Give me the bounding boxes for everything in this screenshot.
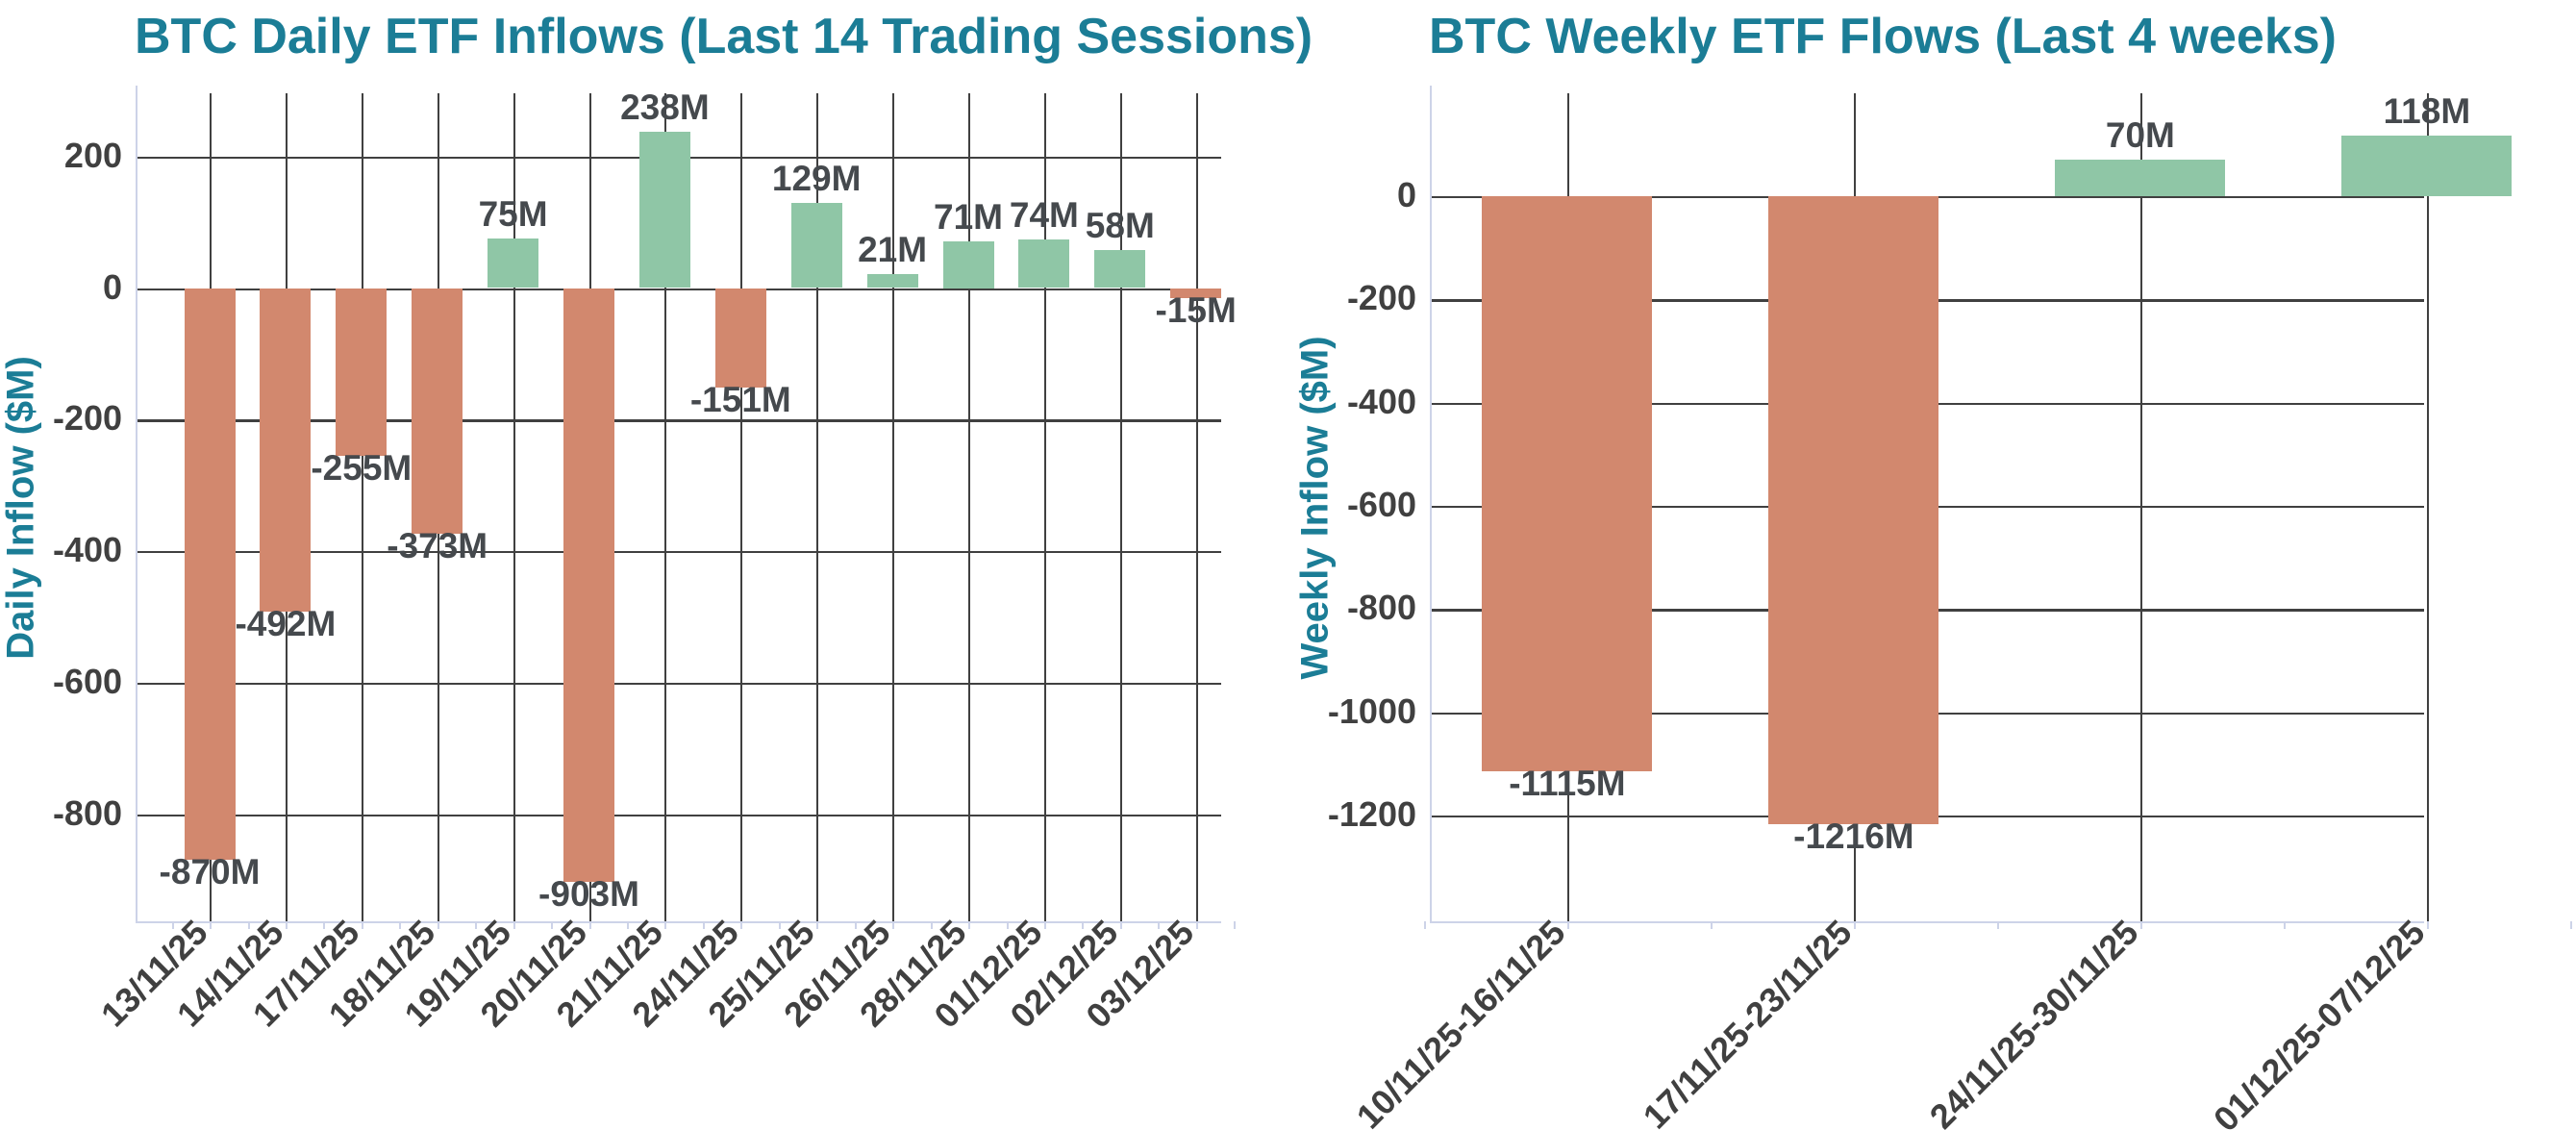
svg-text:17/11/25-23/11/25: 17/11/25-23/11/25 xyxy=(1636,913,1860,1130)
svg-text:14/11/25: 14/11/25 xyxy=(169,913,291,1035)
svg-text:24/11/25-30/11/25: 24/11/25-30/11/25 xyxy=(1922,913,2146,1130)
svg-text:24/11/25: 24/11/25 xyxy=(624,913,746,1035)
svg-text:18/11/25: 18/11/25 xyxy=(321,913,443,1035)
svg-text:20/11/25: 20/11/25 xyxy=(472,913,594,1035)
svg-text:01/12/25-07/12/25: 01/12/25-07/12/25 xyxy=(2206,913,2433,1130)
svg-text:02/12/25: 02/12/25 xyxy=(1002,913,1125,1036)
svg-text:17/11/25: 17/11/25 xyxy=(245,913,367,1035)
svg-text:28/11/25: 28/11/25 xyxy=(852,913,974,1035)
svg-text:19/11/25: 19/11/25 xyxy=(397,913,519,1035)
svg-text:13/11/25: 13/11/25 xyxy=(93,913,215,1035)
svg-text:03/12/25: 03/12/25 xyxy=(1078,913,1201,1036)
svg-text:01/12/25: 01/12/25 xyxy=(926,913,1049,1036)
svg-text:21/11/25: 21/11/25 xyxy=(548,913,670,1035)
svg-text:26/11/25: 26/11/25 xyxy=(776,913,898,1035)
svg-text:10/11/25-16/11/25: 10/11/25-16/11/25 xyxy=(1349,913,1573,1130)
svg-text:25/11/25: 25/11/25 xyxy=(700,913,822,1035)
